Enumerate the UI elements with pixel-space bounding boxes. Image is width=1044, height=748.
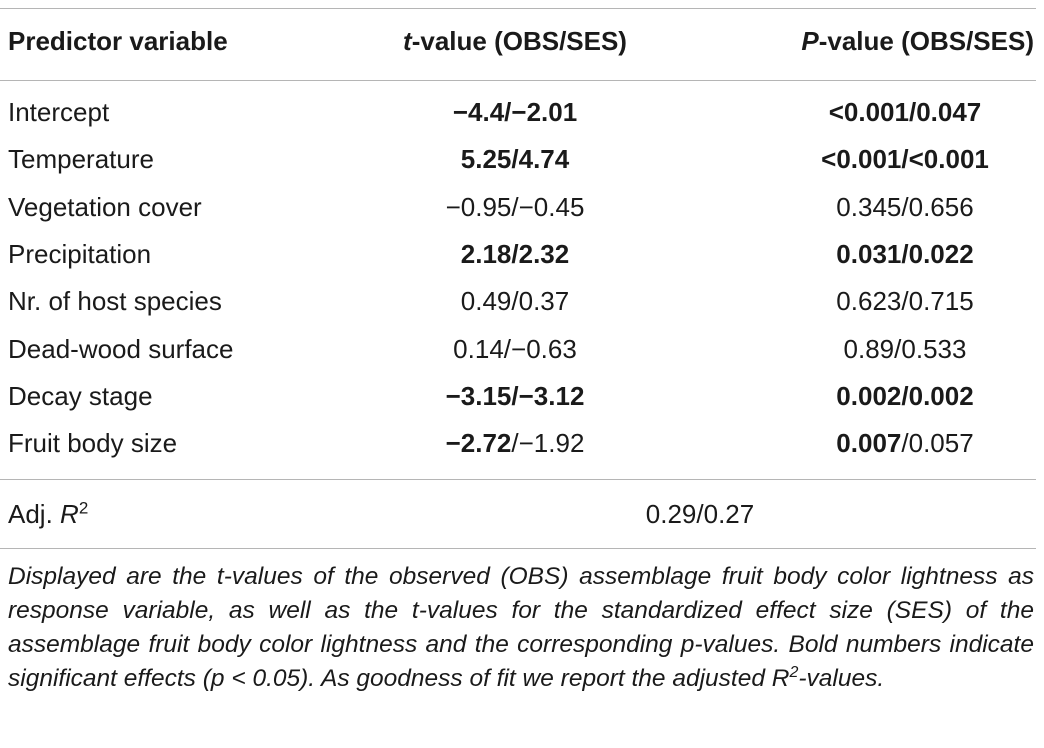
p-value-cell: <0.001/<0.001 — [821, 144, 989, 174]
top-rule — [0, 8, 1036, 9]
header-predictor: Predictor variable — [8, 26, 228, 56]
header-p-value: P-value (OBS/SES) — [801, 26, 1034, 56]
adj-r2-label: Adj. R2 — [8, 498, 89, 529]
header-rule — [0, 80, 1036, 81]
table-row: Temperature 5.25/4.74 <0.001/<0.001 — [0, 136, 1036, 183]
p-value-cell: <0.001/0.047 — [828, 97, 982, 127]
table-row: Fruit body size −2.72/−1.92 0.007/0.057 — [0, 420, 1036, 467]
t-value-cell: 0.49/0.37 — [460, 286, 570, 316]
predictor-cell: Temperature — [8, 144, 154, 174]
adj-r2-value: 0.29/0.27 — [645, 499, 755, 529]
t-value-cell: 5.25/4.74 — [460, 144, 570, 174]
predictor-cell: Decay stage — [8, 381, 153, 411]
table-row: Dead-wood surface 0.14/−0.63 0.89/0.533 — [0, 326, 1036, 373]
p-value-cell: 0.007/0.057 — [836, 428, 974, 458]
t-value-cell: 2.18/2.32 — [460, 239, 570, 269]
t-value-cell: −4.4/−2.01 — [452, 97, 578, 127]
p-value-cell: 0.345/0.656 — [836, 192, 974, 222]
p-value-cell: 0.031/0.022 — [836, 239, 974, 269]
header-row: Predictor variable t-value (OBS/SES) P-v… — [0, 18, 1036, 65]
table-footnote: Displayed are the t-values of the observ… — [8, 563, 1034, 692]
adj-rule — [0, 479, 1036, 480]
header-t-value: t-value (OBS/SES) — [403, 26, 627, 56]
predictor-cell: Dead-wood surface — [8, 334, 234, 364]
table-row: Decay stage −3.15/−3.12 0.002/0.002 — [0, 373, 1036, 420]
bottom-rule — [0, 548, 1036, 549]
table-row: Precipitation 2.18/2.32 0.031/0.022 — [0, 231, 1036, 278]
table-row: Vegetation cover −0.95/−0.45 0.345/0.656 — [0, 184, 1036, 231]
p-value-cell: 0.623/0.715 — [836, 286, 974, 316]
table-row: Nr. of host species 0.49/0.37 0.623/0.71… — [0, 278, 1036, 325]
predictor-cell: Nr. of host species — [8, 286, 222, 316]
p-value-cell: 0.002/0.002 — [836, 381, 974, 411]
t-value-cell: −3.15/−3.12 — [445, 381, 585, 411]
predictor-cell: Precipitation — [8, 239, 152, 269]
predictor-cell: Vegetation cover — [8, 192, 202, 222]
t-value-cell: −2.72/−1.92 — [445, 428, 585, 458]
p-value-cell: 0.89/0.533 — [843, 334, 967, 364]
predictor-cell: Intercept — [8, 97, 110, 127]
t-value-cell: 0.14/−0.63 — [453, 334, 577, 364]
table-row: Intercept −4.4/−2.01 <0.001/0.047 — [0, 89, 1036, 136]
t-value-cell: −0.95/−0.45 — [445, 192, 585, 222]
predictor-cell: Fruit body size — [8, 428, 178, 458]
adj-r2-row: Adj. R2 0.29/0.27 — [0, 491, 1036, 538]
